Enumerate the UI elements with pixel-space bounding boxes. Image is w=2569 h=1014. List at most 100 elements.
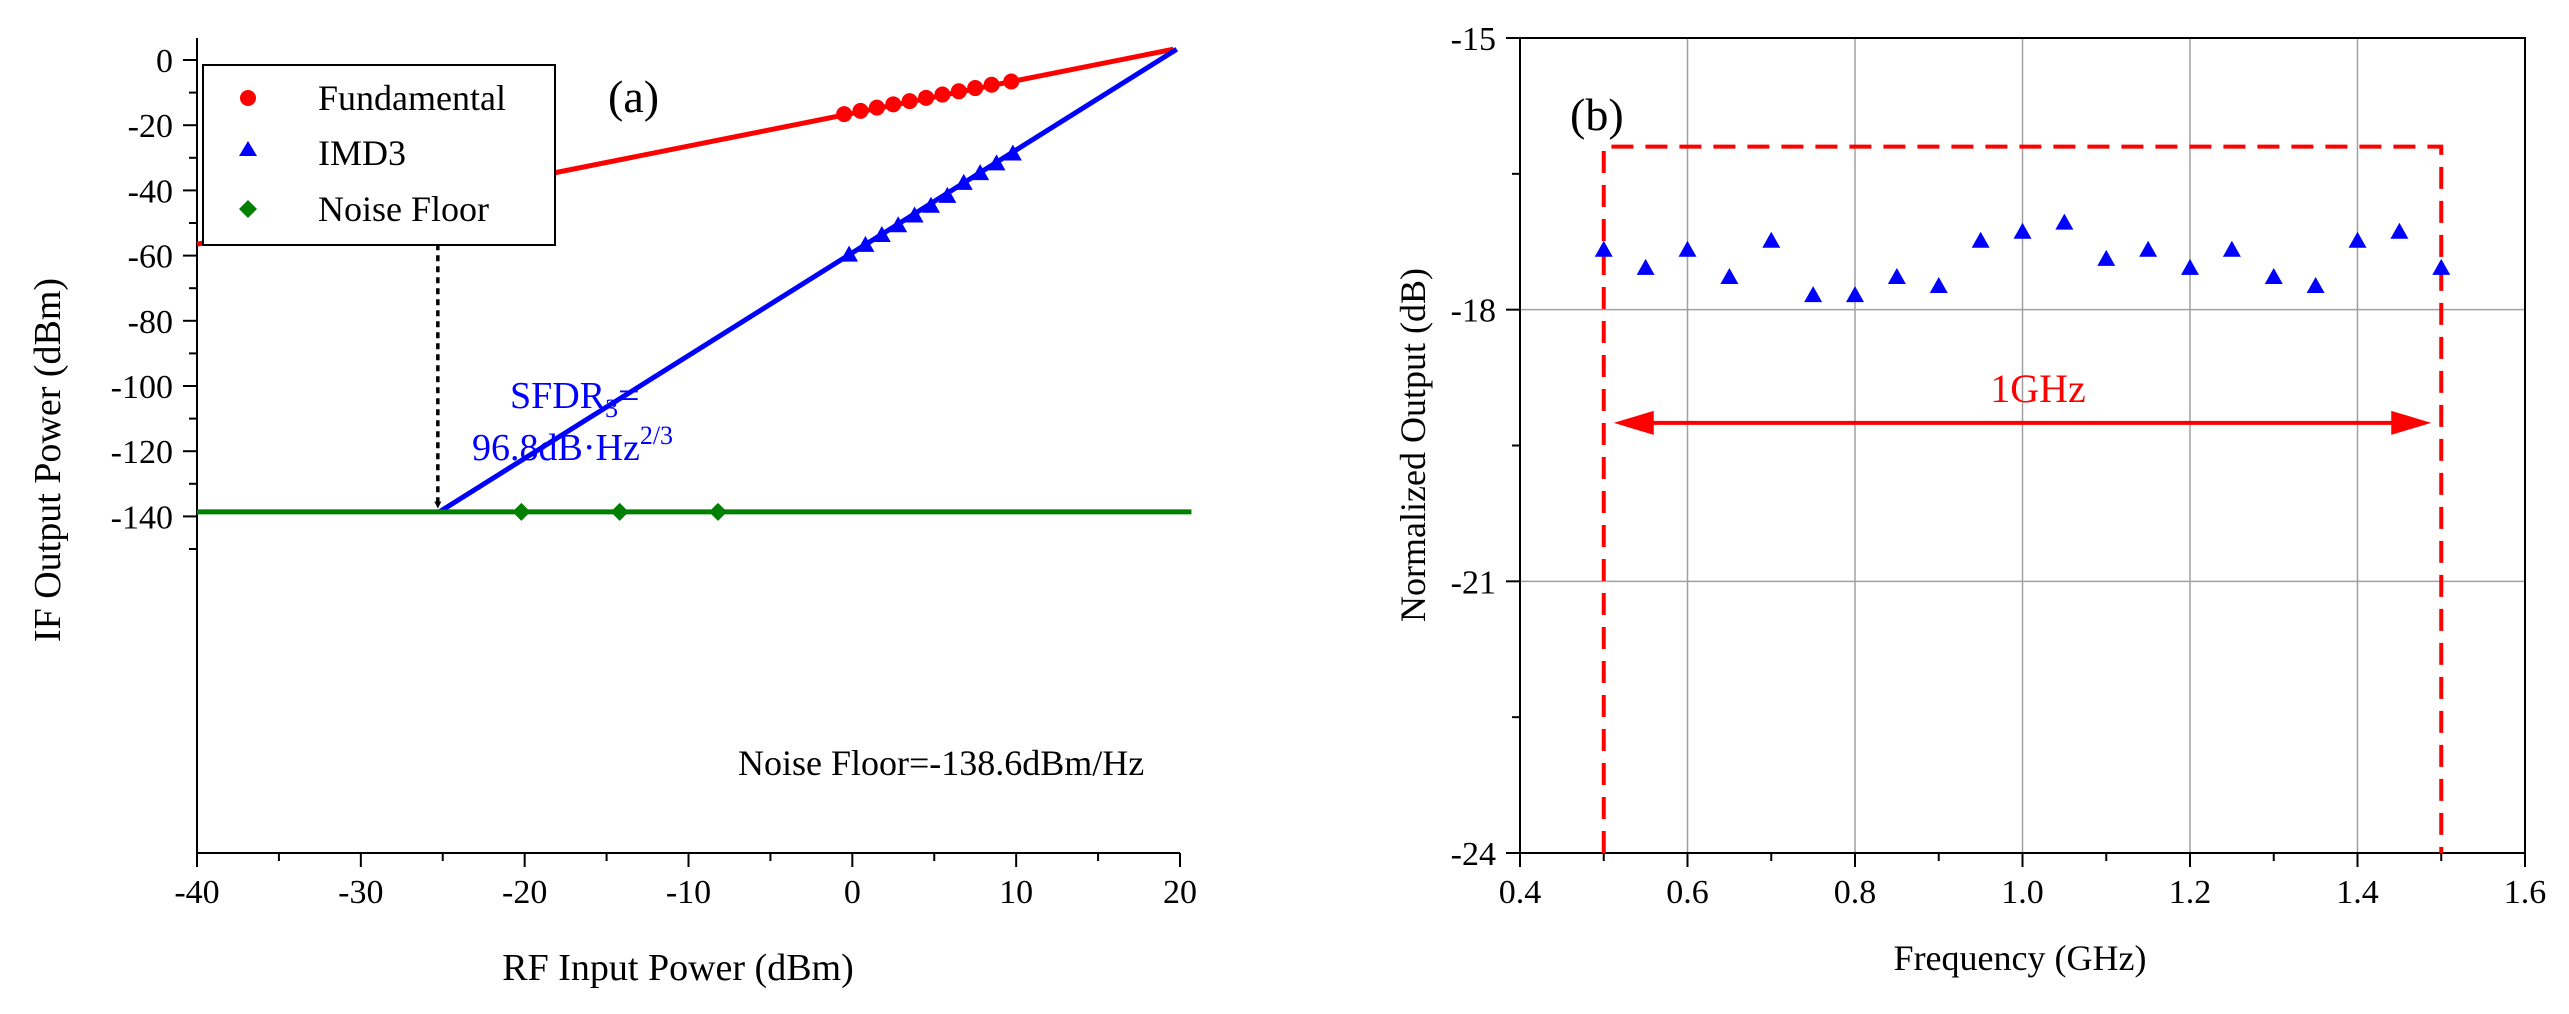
- normalized-output-point: [1720, 267, 1739, 284]
- panel-a-x-tick-label: -40: [174, 874, 219, 911]
- imd3-point: [889, 216, 908, 233]
- panel-a-y-axis-title: IF Output Power (dBm): [27, 278, 69, 642]
- panel-a-x-tick-label: -30: [338, 874, 383, 911]
- panel-a-y-tick-label: -120: [111, 434, 173, 471]
- normalized-output-point: [1636, 258, 1655, 275]
- legend-fundamental-label: Fundamental: [318, 78, 506, 118]
- normalized-output-point: [1678, 240, 1697, 257]
- imd3-point: [971, 164, 990, 181]
- panel-a: -40 -30 -20 -10 0 10 200-20-40-60-80-100-120-1…: [27, 38, 1197, 989]
- normalized-output-point: [2306, 277, 2325, 294]
- panel-b-label: (b): [1570, 89, 1624, 140]
- sfdr-annotation-line1: SFDR3=: [510, 375, 640, 423]
- panel-b: 0.4 0.6 0.8 1.0 1.2 1.4 1.6 -15 -18 -21 -24 (b) 1G…: [1393, 21, 2546, 978]
- panel-a-x-tick-label: 0: [844, 874, 861, 911]
- panel-b-x-tick-label: 1.4: [2336, 874, 2379, 911]
- fundamental-point: [983, 76, 1000, 93]
- panel-a-label: (a): [608, 71, 659, 122]
- legend-box: [202, 64, 556, 246]
- imd3-point: [856, 235, 875, 252]
- fundamental-point: [901, 93, 918, 110]
- normalized-output-point: [1846, 286, 1864, 303]
- normalized-output-point: [2432, 258, 2451, 275]
- normalized-output-point: [2139, 240, 2158, 257]
- panel-b-y-tick-label: -18: [1451, 293, 1496, 330]
- bandwidth-annotation: 1GHz: [1990, 366, 2086, 411]
- normalized-output-point: [1929, 277, 1948, 294]
- normalized-output-point: [2390, 222, 2409, 239]
- fundamental-point: [885, 96, 902, 113]
- normalized-output-point: [1971, 231, 1990, 248]
- normalized-output-point: [1804, 286, 1823, 303]
- panel-b-x-tick-label: 1.0: [2001, 874, 2044, 911]
- panel-a-y-tick-label: -100: [111, 369, 173, 406]
- noise-floor-annotation: Noise Floor=-138.6dBm/Hz: [738, 743, 1144, 783]
- panel-a-x-tick-label: 10: [999, 874, 1033, 911]
- bandwidth-arrow-head-left: [1613, 410, 1654, 435]
- panel-b-x-axis-title: Frequency (GHz): [1894, 938, 2147, 978]
- normalized-output-point: [2097, 249, 2116, 266]
- sfdr-annotation-line2: 96.8dB·Hz2/3: [472, 421, 673, 469]
- fundamental-point: [836, 106, 853, 123]
- fundamental-point: [918, 89, 935, 106]
- panel-b-bandwidth-box: [1601, 144, 2444, 853]
- imd3-point: [987, 154, 1006, 171]
- normalized-output-point: [2264, 267, 2283, 284]
- panel-b-y-tick-label: -15: [1451, 21, 1496, 58]
- fundamental-point: [868, 99, 885, 116]
- fundamental-point: [934, 86, 951, 103]
- noise-floor-point: [512, 502, 531, 521]
- imd3-point: [921, 196, 940, 213]
- panel-b-x-tick-label: 0.6: [1666, 874, 1709, 911]
- normalized-output-point: [2348, 231, 2367, 248]
- panel-b-y-tick-label: -21: [1451, 564, 1496, 601]
- panel-a-y-tick-label: -40: [128, 173, 173, 210]
- panel-b-x-tick-label: 0.4: [1499, 874, 1542, 911]
- panel-a-y-tick-label: -80: [128, 304, 173, 341]
- bandwidth-dashed-box: [1601, 144, 2444, 853]
- imd3-point: [905, 206, 924, 223]
- panel-a-y-tick-label: -60: [128, 239, 173, 276]
- imd3-point: [872, 226, 891, 243]
- normalized-output-point: [2181, 258, 2199, 275]
- bandwidth-arrow-head-right: [2391, 410, 2432, 435]
- imd3-point: [938, 186, 957, 203]
- normalized-output-point: [1887, 267, 1906, 284]
- panel-b-axes: 0.4 0.6 0.8 1.0 1.2 1.4 1.6 -15 -18 -21 -24: [1451, 21, 2547, 911]
- fundamental-point: [1003, 73, 1020, 90]
- legend: Fundamental IMD3 Noise Floor: [202, 64, 556, 246]
- panel-b-data-points: [1594, 213, 2451, 303]
- panel-b-x-tick-label: 1.6: [2504, 874, 2547, 911]
- fundamental-point: [852, 102, 869, 119]
- noise-floor-point: [610, 502, 629, 521]
- panel-b-x-tick-label: 1.2: [2169, 874, 2212, 911]
- panel-b-x-tick-label: 0.8: [1834, 874, 1877, 911]
- fundamental-point: [950, 83, 967, 100]
- panel-b-grid: [1520, 38, 2525, 853]
- fundamental-point: [967, 80, 984, 97]
- normalized-output-point: [2222, 240, 2241, 257]
- normalized-output-point: [2013, 222, 2032, 239]
- panel-a-x-tick-label: -20: [502, 874, 547, 911]
- panel-a-y-tick-label: -20: [128, 108, 173, 145]
- imd3-point: [1003, 144, 1022, 161]
- panel-a-data-points: [512, 73, 1022, 521]
- panel-a-x-tick-label: -10: [666, 874, 711, 911]
- legend-fundamental-marker: [240, 90, 256, 106]
- noise-floor-point: [708, 502, 727, 521]
- panel-a-axes: -40 -30 -20 -10 0 10 200-20-40-60-80-100-120-1…: [111, 38, 1197, 911]
- imd3-fit-line: [438, 47, 1179, 514]
- imd3-point: [954, 173, 973, 190]
- normalized-output-point: [2055, 213, 2074, 230]
- normalized-output-point: [1762, 231, 1781, 248]
- panel-b-y-axis-title: Normalized Output (dB): [1393, 268, 1433, 622]
- panel-a-x-tick-label: 20: [1163, 874, 1197, 911]
- panel-b-y-tick-label: -24: [1451, 836, 1496, 873]
- panel-a-y-tick-label: -140: [111, 499, 173, 536]
- legend-noise-marker: [239, 200, 257, 218]
- legend-imd3-label: IMD3: [318, 133, 406, 173]
- legend-imd3-marker: [239, 141, 257, 156]
- normalized-output-point: [1594, 240, 1613, 257]
- imd3-point: [840, 245, 859, 262]
